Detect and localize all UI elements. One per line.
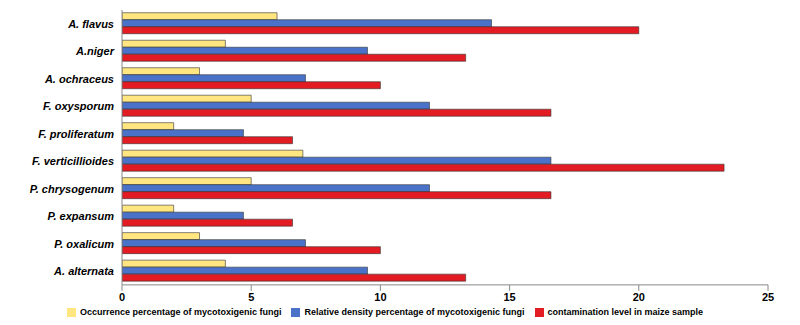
svg-text:25: 25 xyxy=(762,291,774,303)
svg-text:F. proliferatum: F. proliferatum xyxy=(38,128,114,140)
svg-text:A. ochraceus: A. ochraceus xyxy=(44,73,114,85)
svg-text:5: 5 xyxy=(248,291,254,303)
svg-text:A. flavus: A. flavus xyxy=(67,18,114,30)
svg-text:P. oxalicum: P. oxalicum xyxy=(54,238,114,250)
html-text:Relative density percentage of: Relative density percentage of mycotoxig… xyxy=(304,306,525,317)
svg-text:P. chrysogenum: P. chrysogenum xyxy=(30,183,114,195)
svg-text:20: 20 xyxy=(633,291,645,303)
svg-text:10: 10 xyxy=(374,291,386,303)
svg-text:F. verticillioides: F. verticillioides xyxy=(32,155,114,167)
svg-text:0: 0 xyxy=(119,291,125,303)
svg-text:P. expansum: P. expansum xyxy=(48,210,115,222)
html-text:Occurrence percentage of mycot: Occurrence percentage of mycotoxigenic f… xyxy=(79,306,282,317)
svg-text:15: 15 xyxy=(503,291,515,303)
svg-text:A. alternata: A. alternata xyxy=(53,265,114,277)
svg-text:A.niger: A.niger xyxy=(75,45,115,57)
svg-text:F. oxysporum: F. oxysporum xyxy=(43,100,114,112)
html-text:contamination level in maize s: contamination level in maize sample xyxy=(547,306,704,317)
